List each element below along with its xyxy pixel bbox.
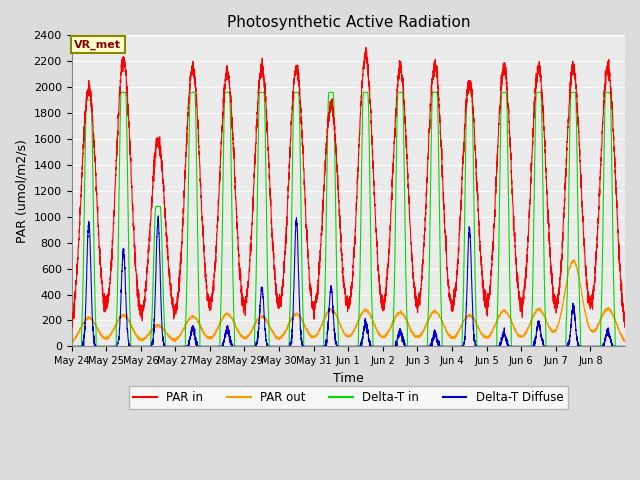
Legend: PAR in, PAR out, Delta-T in, Delta-T Diffuse: PAR in, PAR out, Delta-T in, Delta-T Dif… [129, 386, 568, 409]
Text: VR_met: VR_met [74, 40, 122, 50]
X-axis label: Time: Time [333, 372, 364, 384]
Title: Photosynthetic Active Radiation: Photosynthetic Active Radiation [227, 15, 470, 30]
Y-axis label: PAR (umol/m2/s): PAR (umol/m2/s) [15, 139, 28, 243]
